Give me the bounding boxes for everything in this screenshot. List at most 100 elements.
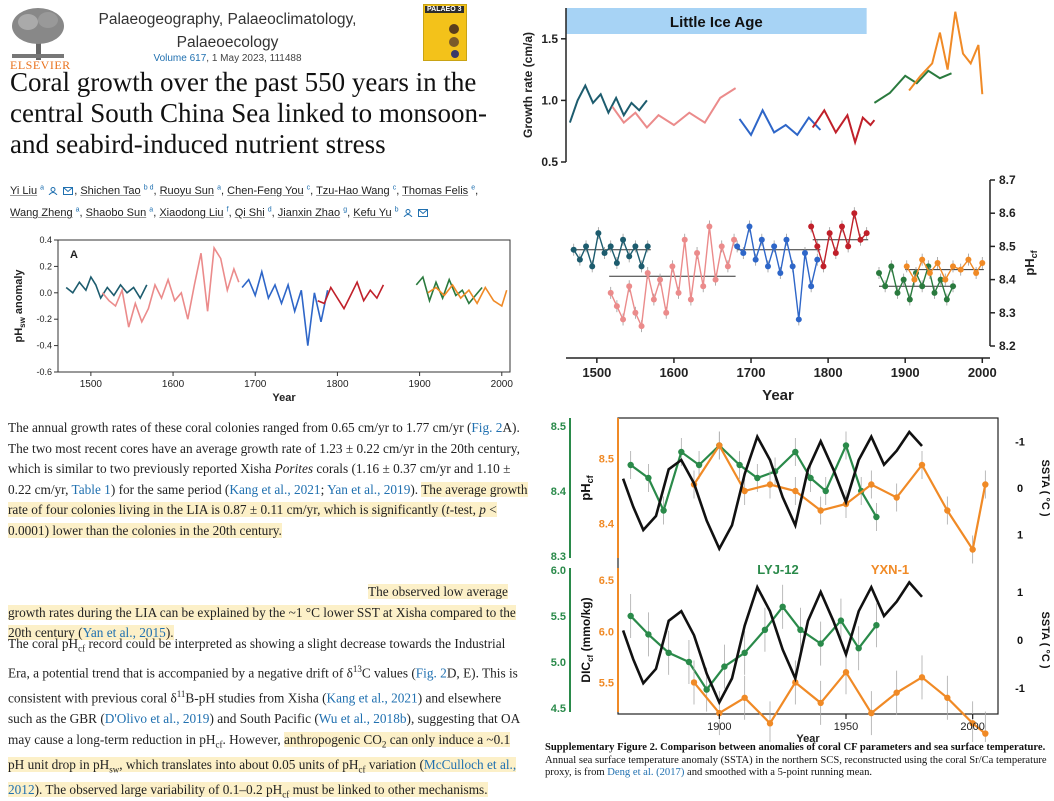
fig2-link[interactable]: Fig. 2 xyxy=(471,420,503,435)
phcf-line-core-4 xyxy=(810,213,868,267)
author-item[interactable]: Tzu-Hao Wang c, xyxy=(316,184,403,197)
author-name[interactable]: Jianxin Zhao xyxy=(277,207,341,220)
bottom-point xyxy=(685,658,693,666)
ssta-tick-label: 1 xyxy=(1017,530,1023,542)
series-line-core-1 xyxy=(65,275,148,300)
x-tick-label: 1950 xyxy=(834,721,858,733)
phcf-point xyxy=(675,289,682,296)
author-item[interactable]: Xiaodong Liu f, xyxy=(159,206,235,220)
author-item[interactable]: Wang Zheng a, xyxy=(10,206,86,220)
phcf-point xyxy=(949,263,956,270)
phcf-point xyxy=(942,276,949,283)
phcf-point xyxy=(894,289,901,296)
legend-yxn1: YXN-1 xyxy=(871,562,909,577)
x-tick-label: 1900 xyxy=(408,379,431,390)
phcf-point xyxy=(832,250,839,257)
author-name[interactable]: Xiaodong Liu xyxy=(159,207,224,220)
author-affiliation: b xyxy=(394,206,399,214)
phcf-point xyxy=(771,243,778,250)
journal-cover[interactable] xyxy=(423,4,467,61)
article-title: Coral growth over the past 550 years in … xyxy=(10,67,487,159)
author-affiliation: c xyxy=(392,184,397,191)
wu-2018b-link[interactable]: Wu et al., 2018b xyxy=(318,711,407,726)
top-point xyxy=(627,461,634,469)
yan-2019-link[interactable]: Yan et al., 2019 xyxy=(327,481,411,497)
author-item[interactable]: Ruoyu Sun a, xyxy=(159,184,228,197)
table1-link[interactable]: Table 1 xyxy=(71,481,111,497)
bottom-point xyxy=(741,694,748,701)
kang-2021-link[interactable]: Kang et al., 2021 xyxy=(229,481,321,497)
author-name[interactable]: Yi Liu xyxy=(10,184,38,197)
x-tick-label: 1600 xyxy=(162,379,185,390)
phcf-point xyxy=(712,276,719,283)
comparison-frame xyxy=(617,417,999,715)
author-name[interactable]: Ruoyu Sun xyxy=(159,184,215,197)
growth-y-tick-label: 1.0 xyxy=(541,93,558,107)
phcf-point xyxy=(724,263,731,270)
orange-tick-label: 8.5 xyxy=(599,454,614,466)
phcf-point xyxy=(752,256,759,263)
author-item[interactable]: Chen-Feng You c, xyxy=(227,184,317,197)
author-name[interactable]: Chen-Feng You xyxy=(227,184,304,197)
author-item[interactable]: Thomas Felis e, xyxy=(402,184,479,197)
author-name[interactable]: Shaobo Sun xyxy=(85,207,147,220)
phcf-point xyxy=(926,269,933,276)
paragraph-3: The coral pHcf record could be interpret… xyxy=(8,636,520,800)
author-name[interactable]: Kefu Yu xyxy=(353,207,392,220)
mcculloch-2012-link[interactable]: McCulloch et al., 2012 xyxy=(8,756,517,797)
x-tick-label: 1500 xyxy=(582,365,611,380)
phcf-y-label: pHcf xyxy=(578,474,595,500)
deng-2017-link[interactable]: Deng et al. (2017) xyxy=(607,767,685,779)
top-point xyxy=(982,481,989,488)
phcf-point xyxy=(957,266,964,273)
orange-tick-label: 6.5 xyxy=(599,575,614,587)
yan-2015-link[interactable]: Yan et al., 2015 xyxy=(82,625,166,640)
top-point xyxy=(766,481,774,488)
series-line-core-5 xyxy=(415,275,483,305)
author-item[interactable]: Shaobo Sun a, xyxy=(85,206,160,220)
phcf-point xyxy=(903,263,910,270)
person-icon[interactable] xyxy=(403,209,413,218)
author-item[interactable]: Kefu Yu b xyxy=(353,207,428,219)
author-name[interactable]: Thomas Felis xyxy=(402,184,469,197)
author-item[interactable]: Yi Liu a , xyxy=(10,184,81,197)
mail-icon[interactable] xyxy=(63,186,74,195)
phcf-point xyxy=(931,289,938,296)
person-icon[interactable] xyxy=(48,186,58,195)
dolivo-2019-link[interactable]: D'Olivo et al., 2019 xyxy=(104,711,210,726)
phcf-point xyxy=(838,223,845,230)
phcf-point xyxy=(746,223,753,230)
phcf-point xyxy=(808,223,815,230)
author-name[interactable]: Wang Zheng xyxy=(10,207,73,220)
author-name[interactable]: Qi Shi xyxy=(234,207,265,220)
phcf-point xyxy=(851,210,858,217)
ssta-tick-label: 0 xyxy=(1017,483,1023,495)
author-item[interactable]: Qi Shi d, xyxy=(234,206,278,220)
author-name[interactable]: Tzu-Hao Wang xyxy=(316,184,390,197)
author-item[interactable]: Jianxin Zhao g, xyxy=(277,206,354,220)
top-point xyxy=(944,507,951,514)
x-axis-label: Year xyxy=(762,387,794,404)
phcf-y-tick-label: 8.3 xyxy=(999,306,1016,320)
phcf-point xyxy=(607,243,614,250)
bottom-point xyxy=(627,612,634,620)
phcf-point xyxy=(937,276,944,283)
y-tick-label: 0.0 xyxy=(39,288,52,298)
growth-y-tick-label: 0.5 xyxy=(541,155,558,169)
kang-2021-link-2[interactable]: Kang et al., 2021 xyxy=(326,690,418,706)
lia-band xyxy=(566,8,867,34)
author-name[interactable]: Shichen Tao xyxy=(80,184,141,197)
journal-name[interactable]: Palaeogeography, Palaeoclimatology, Pala… xyxy=(98,11,357,51)
author-affiliation: d xyxy=(267,206,272,214)
ssta-tick-label: -1 xyxy=(1015,436,1025,448)
phcf-point xyxy=(663,309,670,316)
volume-link[interactable]: Volume 617 xyxy=(153,53,207,64)
y-tick-label: 0.4 xyxy=(39,235,52,245)
mail-icon[interactable] xyxy=(417,209,428,218)
author-item[interactable]: Shichen Tao b d, xyxy=(80,184,160,197)
x-axis-label: Year xyxy=(796,733,820,742)
series-line-core-3 xyxy=(241,268,329,346)
fig2-link-2[interactable]: Fig. 2 xyxy=(415,665,447,681)
x-tick-label: 1800 xyxy=(326,379,349,390)
phcf-point xyxy=(632,309,639,316)
